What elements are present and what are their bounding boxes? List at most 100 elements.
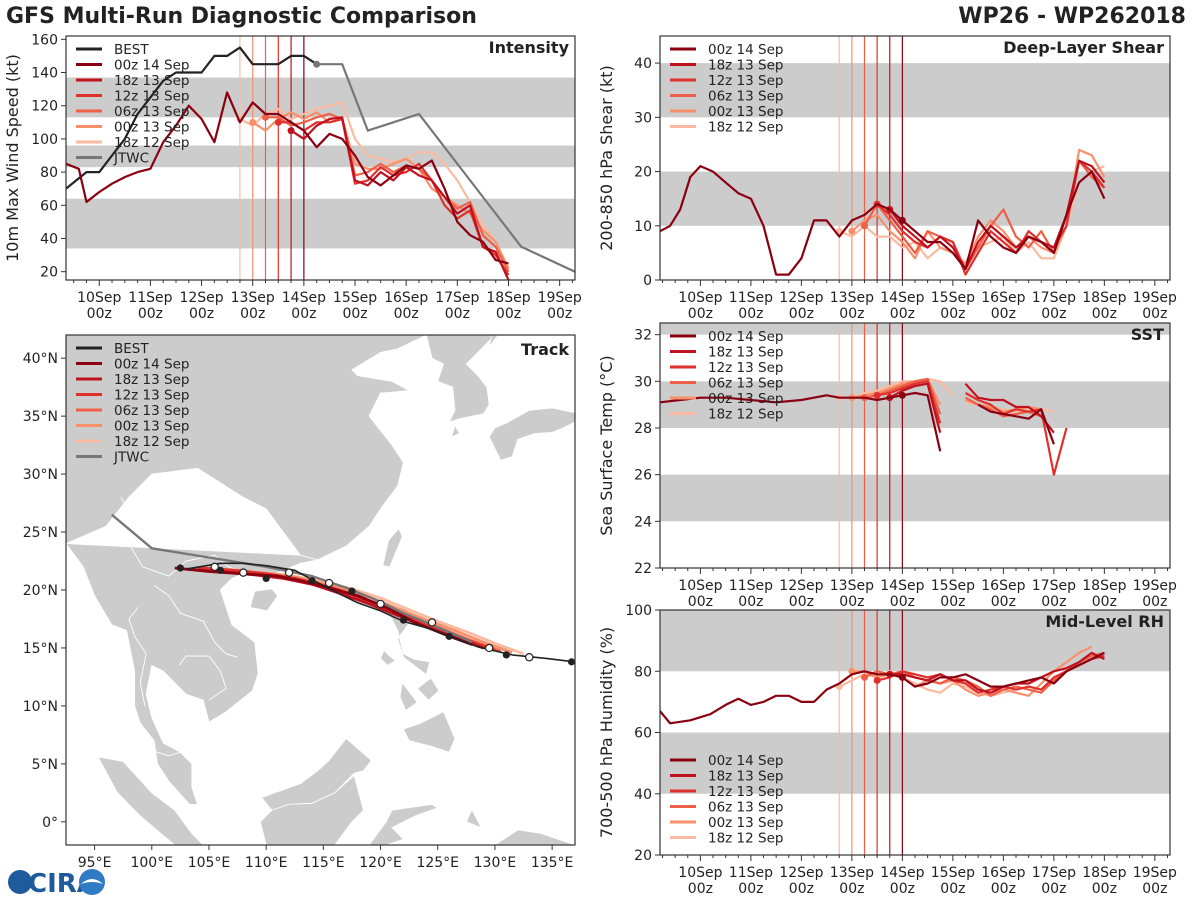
track-forecast-marker (485, 643, 494, 653)
legend-label: 00z 13 Sep (708, 815, 783, 831)
x-tick-label: 135°E (531, 855, 574, 871)
legend-label: 12z 13 Sep (708, 784, 783, 800)
y-tick-label: 100 (625, 603, 652, 619)
x-tick-label: 00z (688, 306, 713, 322)
x-tick-label: 16Sep (384, 290, 428, 306)
y-tick-label: 24 (634, 514, 652, 530)
track-forecast-marker (376, 599, 385, 609)
x-tick-label: 16Sep (981, 290, 1025, 306)
shaded-band (660, 171, 1170, 226)
track-forecast-marker (525, 653, 534, 662)
series-line (66, 91, 509, 265)
x-tick-label: 14Sep (880, 578, 924, 594)
shaded-band (660, 474, 1170, 522)
x-tick-label: 18Sep (1082, 578, 1126, 594)
panel-frame (65, 35, 576, 281)
country-border (145, 746, 181, 757)
y-axis-label: 700-500 hPa Humidity (%) (597, 627, 616, 838)
x-tick-label: 13Sep (830, 865, 874, 881)
track-forecast-marker (210, 562, 219, 572)
legend-label: 00z 13 Sep (114, 419, 189, 435)
x-tick-label: 15Sep (931, 290, 975, 306)
legend-label: 12z 13 Sep (708, 360, 783, 376)
x-tick-label: 00z (496, 306, 521, 322)
y-axis-label: 200-850 hPa Shear (kt) (597, 65, 616, 251)
logo-globe-icon (8, 870, 32, 894)
legend-label: 18z 13 Sep (708, 58, 783, 74)
legend-label: 06z 13 Sep (114, 403, 189, 419)
legend-label: 00z 14 Sep (708, 753, 783, 769)
y-tick-label: 40 (40, 232, 58, 248)
x-tick-label: 95°E (78, 855, 112, 871)
x-tick-label: 00z (738, 594, 763, 610)
panel-sst: 22242628303210Sep00z11Sep00z12Sep00z13Se… (597, 322, 1177, 610)
country-border (128, 607, 147, 706)
land-polygon (368, 803, 439, 845)
y-tick-label: 30°N (23, 467, 58, 483)
x-tick-label: 00z (890, 881, 915, 897)
series-line (876, 159, 1106, 276)
y-tick-label: 100 (31, 132, 58, 148)
track-position-marker (176, 564, 184, 572)
x-tick-label: 125°E (416, 855, 459, 871)
track-position-marker (502, 651, 510, 659)
init-marker (861, 222, 869, 230)
x-tick-label: 00z (547, 306, 572, 322)
init-marker (249, 118, 257, 126)
y-tick-label: 20°N (23, 583, 58, 599)
land-polygon (259, 774, 364, 845)
x-tick-label: 14Sep (282, 290, 326, 306)
track-position-marker (348, 587, 356, 595)
plot-area (66, 335, 575, 845)
land-polygon (402, 711, 456, 753)
best-track-line (185, 562, 575, 663)
y-tick-label: 22 (634, 561, 652, 577)
x-tick-label: 00z (240, 306, 265, 322)
country-border (94, 531, 130, 545)
x-tick-label: 120°E (359, 855, 402, 871)
x-tick-label: 13Sep (830, 578, 874, 594)
x-tick-label: 15Sep (931, 865, 975, 881)
shaded-band (66, 198, 575, 249)
panel-title: Track (521, 340, 569, 359)
y-tick-label: 28 (634, 421, 652, 437)
land-polygon (416, 677, 440, 701)
x-tick-label: 00z (940, 594, 965, 610)
track-position-marker (216, 566, 225, 574)
x-tick-label: 18Sep (486, 290, 530, 306)
x-tick-label: 00z (1142, 881, 1167, 897)
x-tick-label: 100°E (130, 855, 173, 871)
x-tick-label: 10Sep (678, 578, 722, 594)
y-tick-label: 0° (42, 815, 58, 831)
x-tick-label: 00z (1041, 594, 1066, 610)
legend-label: 00z 13 Sep (114, 120, 189, 136)
x-tick-label: 10Sep (678, 290, 722, 306)
init-marker (287, 127, 295, 135)
x-tick-label: 13Sep (231, 290, 275, 306)
y-tick-label: 30 (634, 374, 652, 390)
x-tick-label: 105°E (188, 855, 231, 871)
figure-title: GFS Multi-Run Diagnostic Comparison (6, 4, 477, 29)
x-tick-label: 00z (789, 594, 814, 610)
panel-track: 95°E 100°E 105°E 110°E 115°E 120°E 125°E 130°E 1… (23, 334, 576, 871)
x-tick-label: 00z (839, 594, 864, 610)
y-tick-label: 40 (634, 787, 652, 803)
y-axis-label: 10m Max Wind Speed (kt) (3, 54, 22, 262)
x-tick-label: 11Sep (128, 290, 172, 306)
plot-area (660, 36, 1170, 280)
series-line (265, 112, 510, 273)
init-marker (898, 391, 906, 399)
x-tick-label: 16Sep (981, 865, 1025, 881)
x-tick-label: 00z (940, 306, 965, 322)
series-line (290, 116, 510, 280)
x-tick-label: 17Sep (1032, 290, 1076, 306)
y-tick-label: 60 (40, 198, 58, 214)
legend-label: 00z 14 Sep (708, 329, 783, 345)
logo-wave-icon (81, 879, 103, 884)
x-tick-label: 00z (789, 881, 814, 897)
y-axis-label: Sea Surface Temp (°C) (597, 355, 616, 535)
series-line (252, 111, 510, 269)
